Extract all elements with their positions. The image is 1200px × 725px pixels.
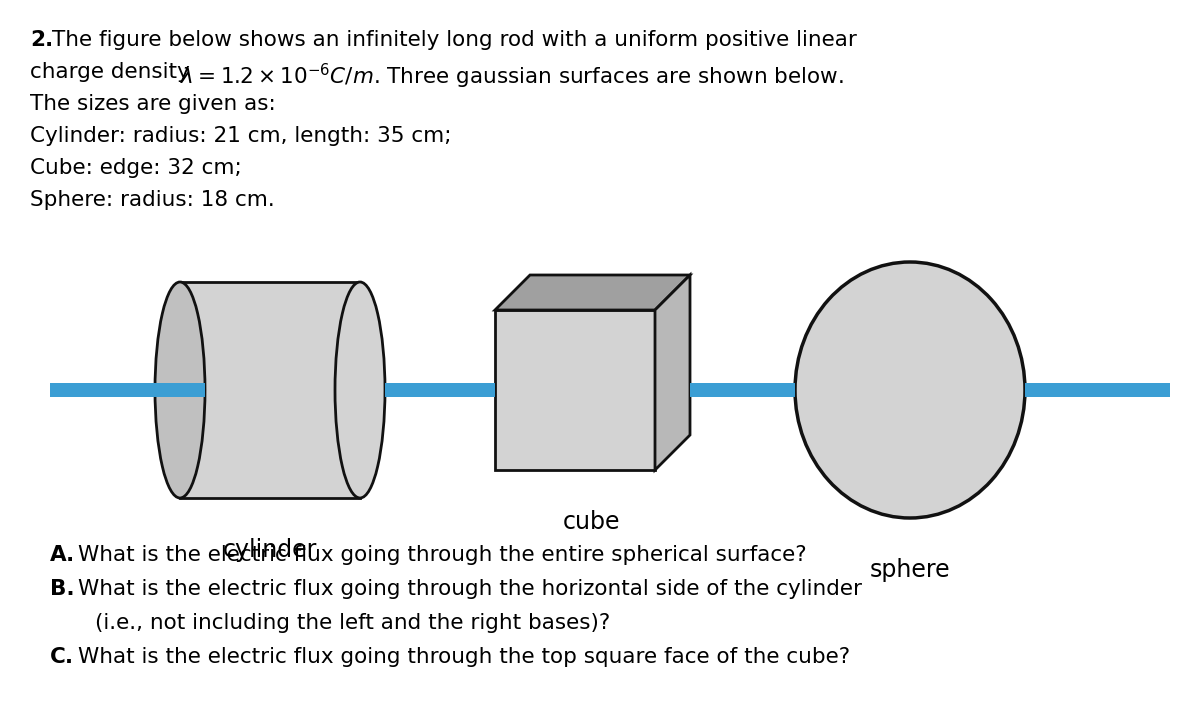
Text: (i.e., not including the left and the right bases)?: (i.e., not including the left and the ri… — [95, 613, 611, 633]
Text: 2.: 2. — [30, 30, 53, 50]
Bar — [496, 310, 655, 470]
Text: $\lambda = 1.2 \times 10^{-6}C/m$. Three gaussian surfaces are shown below.: $\lambda = 1.2 \times 10^{-6}C/m$. Three… — [180, 62, 844, 91]
Ellipse shape — [335, 282, 385, 498]
Bar — [180, 282, 360, 498]
Bar — [50, 383, 155, 397]
Text: B.: B. — [50, 579, 74, 599]
Text: C.: C. — [50, 647, 74, 667]
Text: cube: cube — [563, 510, 620, 534]
Bar — [50, 383, 205, 397]
Ellipse shape — [796, 262, 1025, 518]
Bar — [690, 383, 796, 397]
Polygon shape — [655, 275, 690, 470]
Text: The figure below shows an infinitely long rod with a uniform positive linear: The figure below shows an infinitely lon… — [52, 30, 857, 50]
Text: charge density: charge density — [30, 62, 197, 82]
Text: What is the electric flux going through the entire spherical surface?: What is the electric flux going through … — [78, 545, 806, 565]
Bar — [385, 383, 496, 397]
Text: A.: A. — [50, 545, 76, 565]
Bar — [155, 383, 205, 397]
Polygon shape — [496, 275, 690, 310]
Text: sphere: sphere — [870, 558, 950, 582]
Text: What is the electric flux going through the top square face of the cube?: What is the electric flux going through … — [78, 647, 850, 667]
Text: Cylinder: radius: 21 cm, length: 35 cm;: Cylinder: radius: 21 cm, length: 35 cm; — [30, 126, 451, 146]
Text: The sizes are given as:: The sizes are given as: — [30, 94, 276, 114]
Ellipse shape — [155, 282, 205, 498]
Bar — [50, 383, 1170, 397]
Text: Sphere: radius: 18 cm.: Sphere: radius: 18 cm. — [30, 190, 275, 210]
Text: What is the electric flux going through the horizontal side of the cylinder: What is the electric flux going through … — [78, 579, 862, 599]
Bar — [50, 383, 205, 397]
Text: Cube: edge: 32 cm;: Cube: edge: 32 cm; — [30, 158, 241, 178]
Text: cylinder: cylinder — [223, 538, 317, 562]
Bar — [1025, 383, 1170, 397]
